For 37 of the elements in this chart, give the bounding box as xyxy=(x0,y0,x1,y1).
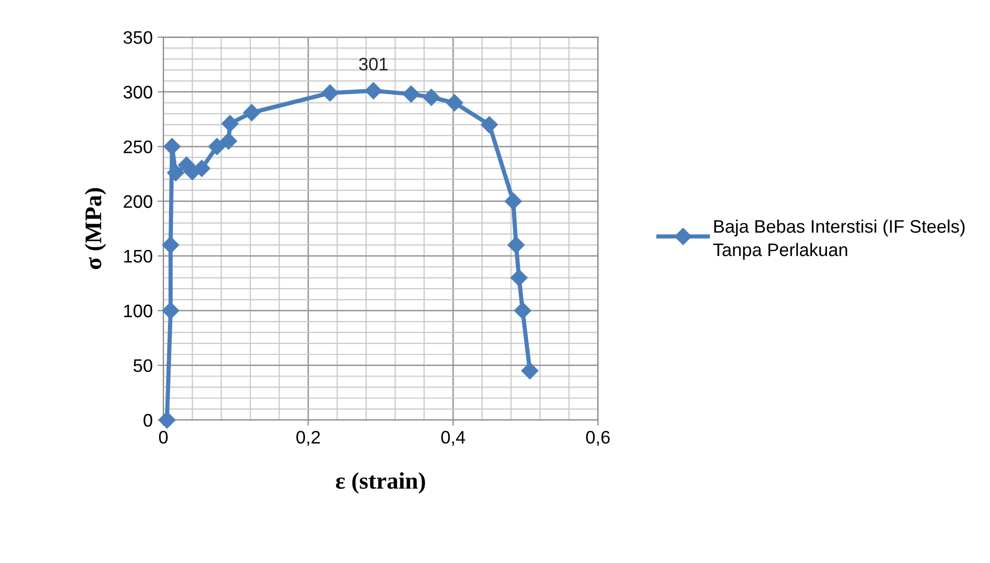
point xyxy=(208,138,226,156)
y-tick-label: 250 xyxy=(124,140,152,154)
point xyxy=(162,302,180,320)
point xyxy=(504,192,522,210)
point xyxy=(364,82,382,100)
point xyxy=(514,302,532,320)
x-axis-title: ε (strain) xyxy=(336,472,425,494)
x-tick-label: 0,2 xyxy=(296,430,320,446)
point xyxy=(220,132,238,150)
point xyxy=(321,84,338,102)
y-tick-label: 200 xyxy=(124,195,152,208)
y-tick-label: 150 xyxy=(124,250,152,263)
y-tick-label: 350 xyxy=(124,31,152,44)
point xyxy=(521,362,538,380)
y-tick-label: 100 xyxy=(124,304,152,318)
legend-label: Baja Bebas Interstisi (IF Steels) Tanpa Perlakuan xyxy=(713,220,965,260)
y-axis-title: σ (MPa) xyxy=(84,188,106,270)
point xyxy=(510,269,528,286)
point xyxy=(402,85,420,103)
point xyxy=(243,104,260,122)
point xyxy=(446,94,464,112)
point xyxy=(162,236,180,254)
y-tick-label: 300 xyxy=(124,86,152,99)
annotation: 301 xyxy=(359,58,388,71)
x-tick-label: 0,4 xyxy=(441,430,466,446)
x-tick-label: 0,6 xyxy=(586,430,610,446)
point xyxy=(480,116,498,134)
point xyxy=(221,115,239,132)
point xyxy=(163,138,181,156)
point xyxy=(422,88,440,106)
x-tick-label: 0 xyxy=(159,430,168,444)
point xyxy=(508,236,525,254)
point xyxy=(158,411,176,429)
y-tick-label: 0 xyxy=(144,414,152,427)
point xyxy=(193,160,210,177)
point xyxy=(167,164,184,182)
y-tick-label: 50 xyxy=(134,359,152,372)
